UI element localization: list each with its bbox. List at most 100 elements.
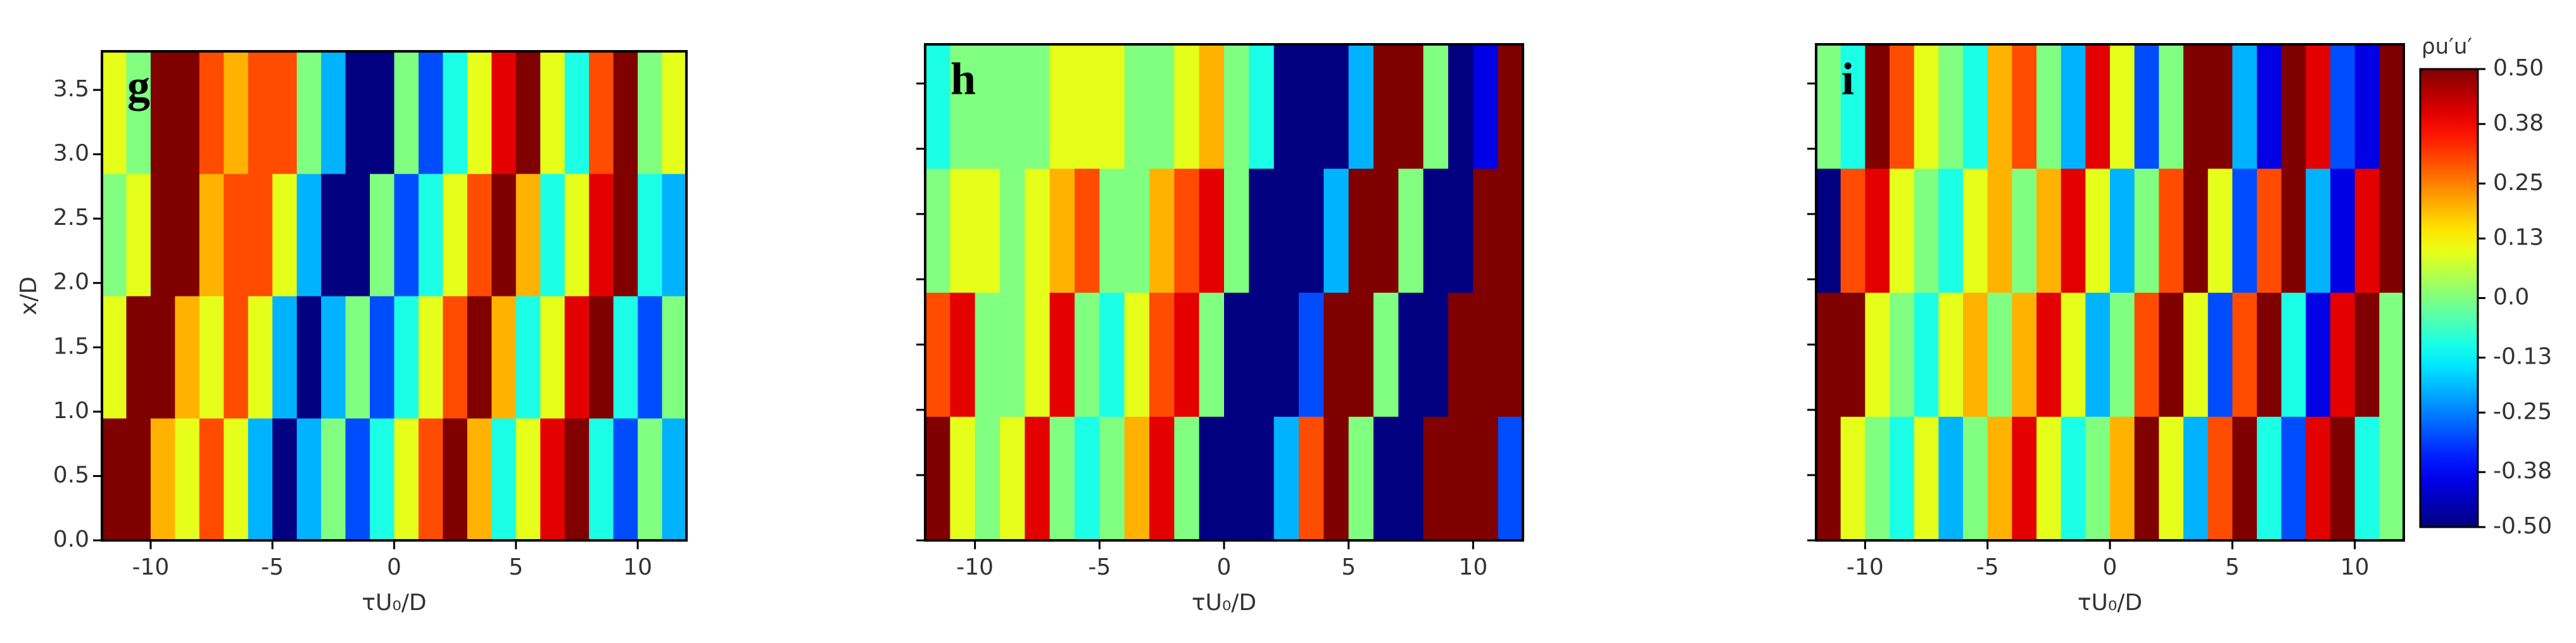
heatmap-cell [1025, 292, 1051, 417]
heatmap-cell [662, 296, 687, 419]
heatmap-cell [1473, 292, 1499, 417]
heatmap-cell [150, 51, 175, 174]
heatmap-cell [2110, 416, 2135, 541]
heatmap-cell [224, 296, 249, 419]
heatmap-cell [1423, 416, 1449, 541]
heatmap-cell [467, 418, 492, 541]
x-tick-label: 5 [508, 554, 523, 580]
heatmap-cell [1963, 44, 1988, 169]
heatmap-cell [1249, 168, 1275, 293]
heatmap-cell [199, 296, 224, 419]
heatmap-cell [467, 51, 492, 174]
heatmap-cell [662, 174, 687, 296]
colorbar-tick-label: 0.25 [2493, 170, 2544, 196]
heatmap-cell [1199, 44, 1225, 169]
x-tick-label: 10 [1458, 554, 1487, 580]
heatmap-cell [345, 51, 370, 174]
heatmap-cell [1938, 416, 1964, 541]
heatmap-cell [515, 51, 541, 174]
heatmap-cell [1049, 292, 1075, 417]
heatmap-cell [564, 418, 590, 541]
heatmap-cell [1865, 416, 1890, 541]
heatmap-cell [443, 418, 468, 541]
heatmap-cell [515, 418, 541, 541]
heatmap-cell [248, 51, 273, 174]
heatmap-cell [1348, 44, 1374, 169]
heatmap-cell [1840, 44, 1866, 169]
heatmap-cell [1816, 168, 1841, 293]
y-tick-label: 3.5 [53, 76, 89, 102]
heatmap-cell [248, 418, 273, 541]
heatmap-cell [1398, 44, 1424, 169]
heatmap-cell [1914, 292, 1939, 417]
x-tick-label: 0 [387, 554, 401, 580]
heatmap-cell [2330, 168, 2356, 293]
heatmap-cell [1373, 44, 1399, 169]
heatmap-cell [102, 174, 127, 296]
heatmap-cell [224, 174, 249, 296]
heatmap-cell [2085, 168, 2111, 293]
heatmap-cell [394, 51, 419, 174]
colorbar-tick-label: 0.38 [2493, 110, 2544, 136]
heatmap-cell [2306, 292, 2331, 417]
heatmap-cell [2232, 416, 2257, 541]
heatmap-cell [1348, 292, 1374, 417]
heatmap-cell [296, 418, 322, 541]
heatmap-cell [1498, 168, 1524, 293]
heatmap-cell [2012, 44, 2037, 169]
colorbar-tick-label: -0.38 [2493, 458, 2552, 484]
heatmap-cell [1174, 44, 1200, 169]
colorbar-label: ρu′u′ [2421, 34, 2472, 60]
heatmap-cell [1224, 168, 1249, 293]
heatmap-cell [662, 418, 687, 541]
heatmap-cell [613, 51, 638, 174]
heatmap-cell [1124, 168, 1150, 293]
panel-label: h [950, 54, 976, 105]
heatmap-cell [950, 44, 976, 169]
heatmap-cell [2036, 416, 2062, 541]
heatmap-cell [1273, 44, 1299, 169]
colorbar-tick-label: 0.0 [2493, 284, 2529, 310]
heatmap-cell [1498, 292, 1524, 417]
heatmap-cell [1914, 44, 1939, 169]
heatmap-cell [224, 51, 249, 174]
heatmap-cell [1398, 292, 1424, 417]
heatmap-cell [2281, 168, 2306, 293]
heatmap-cell [175, 296, 200, 419]
heatmap-cell [2159, 292, 2184, 417]
heatmap-cell [443, 51, 468, 174]
heatmap-cell [272, 296, 298, 419]
heatmap-cell [345, 174, 370, 296]
x-tick-label: 10 [2340, 554, 2370, 580]
heatmap-cell [175, 51, 200, 174]
heatmap-cell [1099, 292, 1125, 417]
heatmap-cell [2134, 292, 2159, 417]
heatmap-cell [1224, 44, 1249, 169]
heatmap-cell [662, 51, 687, 174]
x-tick-label: 0 [2103, 554, 2118, 580]
heatmap-cell [2207, 292, 2233, 417]
heatmap-cell [102, 51, 127, 174]
heatmap-cell [2183, 168, 2209, 293]
heatmap-cell [370, 296, 395, 419]
heatmap-cell [1348, 168, 1374, 293]
heatmap-cell [1273, 292, 1299, 417]
heatmap-cell [925, 168, 950, 293]
heatmap-cell [1473, 168, 1499, 293]
heatmap-cell [613, 296, 638, 419]
heatmap-cell [1448, 44, 1474, 169]
heatmap-cell [2257, 168, 2282, 293]
heatmap-cell [1890, 168, 1915, 293]
y-tick-label: 3.0 [53, 141, 89, 167]
heatmap-cell [540, 174, 565, 296]
heatmap-cell [199, 174, 224, 296]
heatmap-cell [925, 292, 950, 417]
heatmap-cell [2306, 416, 2331, 541]
heatmap-cell [2232, 168, 2257, 293]
heatmap-cell [2110, 44, 2135, 169]
y-tick-label: 0.5 [53, 462, 89, 488]
heatmap-cell [1448, 292, 1474, 417]
heatmap-cell [1987, 44, 2012, 169]
heatmap-cell [2110, 292, 2135, 417]
heatmap-cell [175, 418, 200, 541]
